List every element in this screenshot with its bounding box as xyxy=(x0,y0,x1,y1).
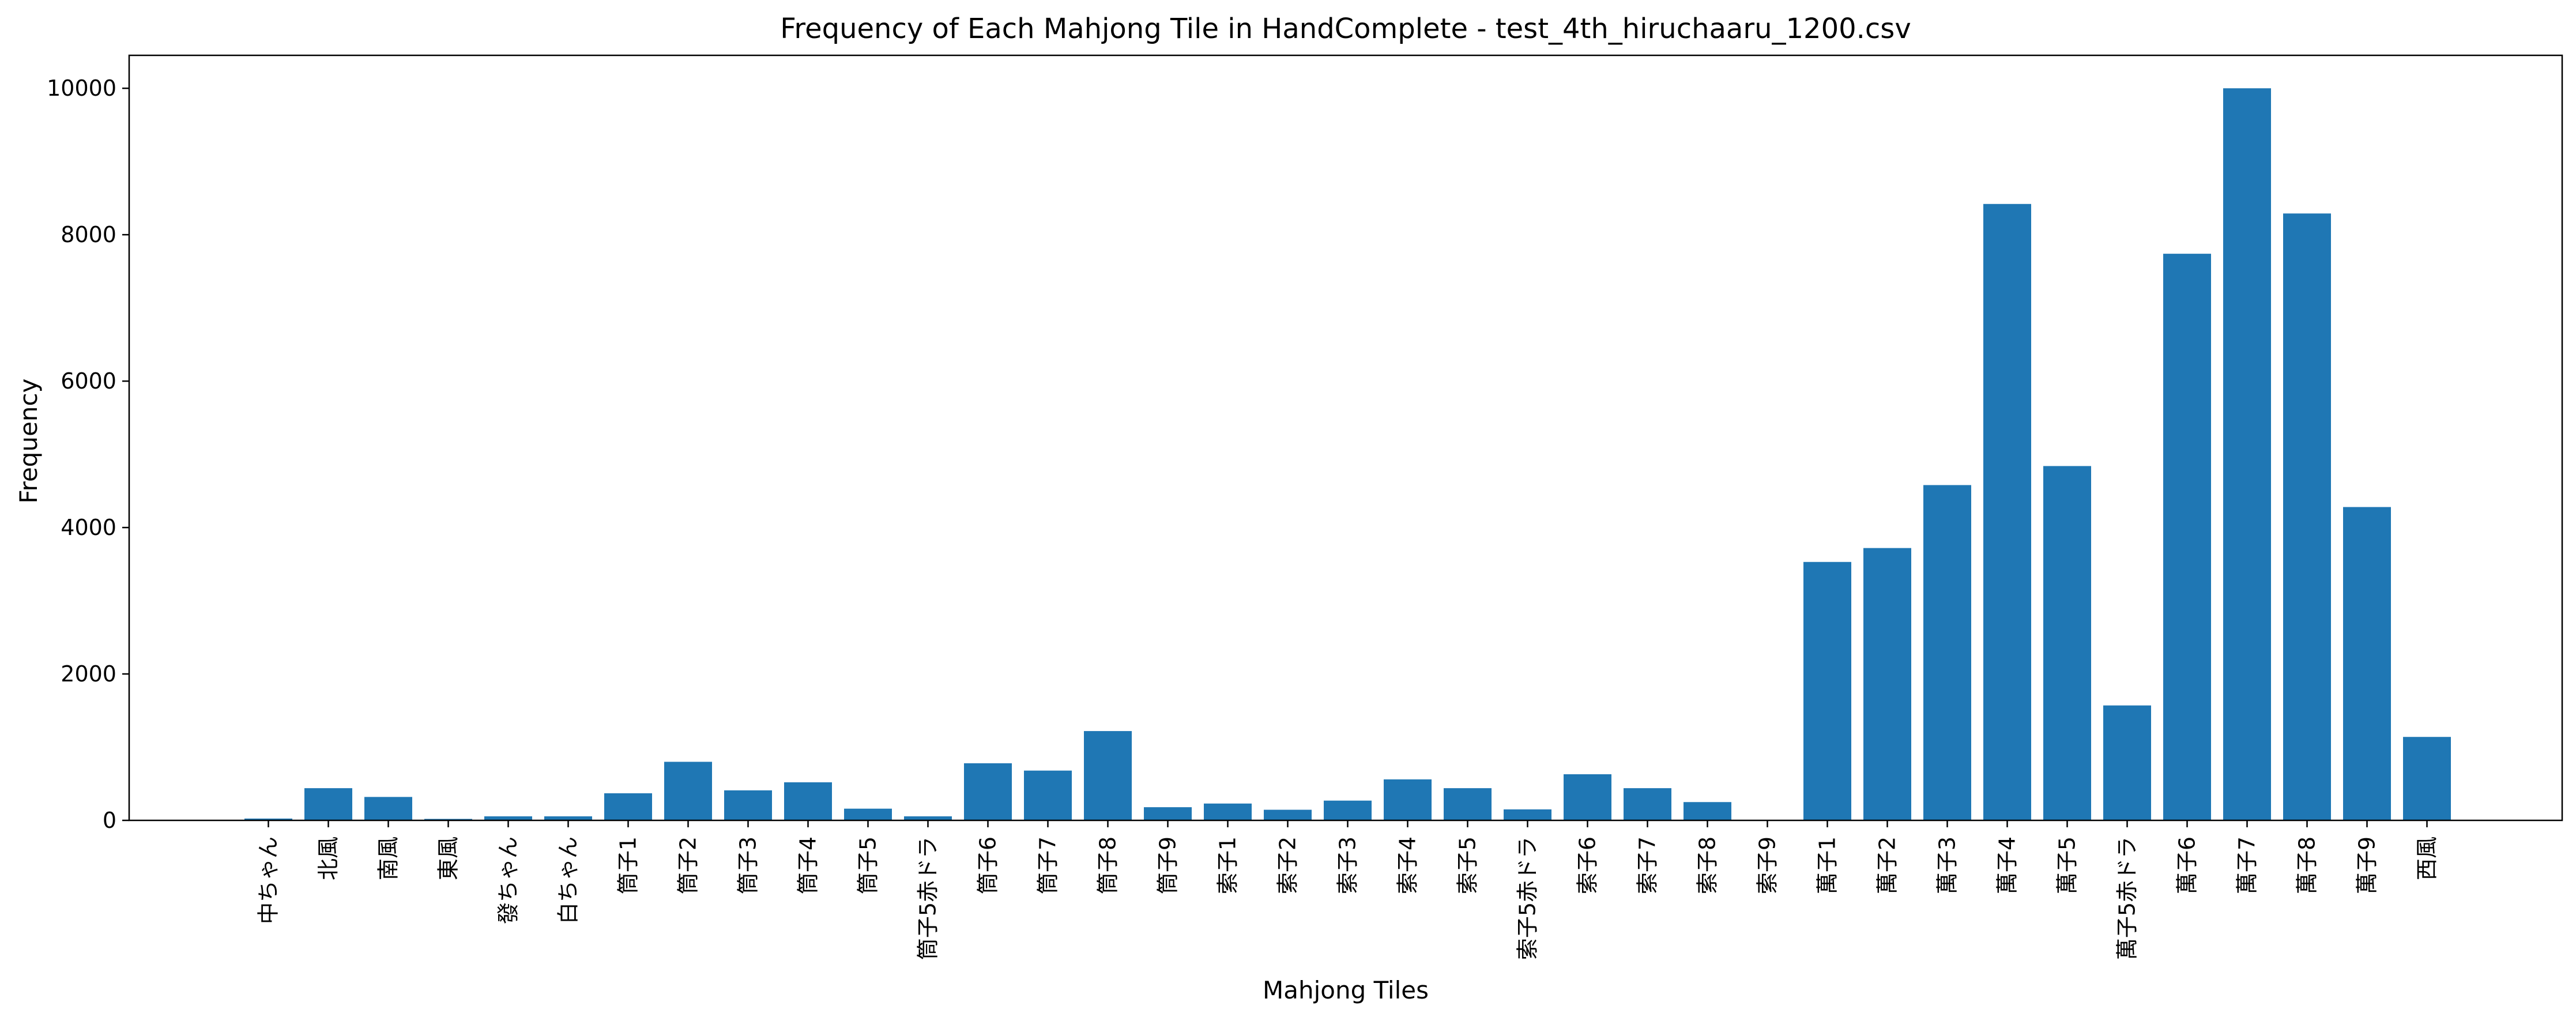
bar-35 xyxy=(2343,507,2391,820)
x-tick-label: 筒子5赤ドラ xyxy=(916,837,941,960)
ticks-layer: 中ちゃん 北風 南風 東風 發ちゃん 白ちゃん 筒子1 筒子2 筒子3 筒子4 筒子5 筒子5赤ドラ 筒… xyxy=(47,76,2439,960)
x-tick-label: 萬子9 xyxy=(2355,837,2380,894)
x-tick-label: 萬子3 xyxy=(1935,837,1960,894)
x-tick-label: 發ちゃん xyxy=(496,837,521,924)
x-tick-label: 筒子1 xyxy=(616,837,641,894)
x-tick-label: 萬子8 xyxy=(2295,837,2320,894)
bar-18 xyxy=(1324,800,1372,820)
x-tick-label: 筒子3 xyxy=(736,837,761,894)
bar-31 xyxy=(2103,705,2151,820)
x-tick-label: 萬子4 xyxy=(1995,837,2020,894)
x-tick-label: 索子5赤ドラ xyxy=(1515,837,1541,960)
bar-0 xyxy=(244,818,292,820)
bars-layer xyxy=(244,88,2451,820)
x-tick-label: 南風 xyxy=(376,837,401,880)
x-tick-label: 東風 xyxy=(436,837,461,880)
x-tick-label: 西風 xyxy=(2415,837,2440,880)
bar-8 xyxy=(724,790,772,820)
x-tick-label: 筒子6 xyxy=(976,837,1001,894)
bar-9 xyxy=(784,782,832,820)
bar-10 xyxy=(844,808,892,820)
y-tick-label: 0 xyxy=(103,808,116,833)
x-tick-label: 中ちゃん xyxy=(256,837,281,924)
x-tick-label: 萬子1 xyxy=(1815,837,1840,894)
y-axis-label: Frequency xyxy=(14,379,43,504)
chart-title: Frequency of Each Mahjong Tile in HandCo… xyxy=(780,13,1911,45)
y-tick-label: 8000 xyxy=(61,222,116,247)
y-tick-label: 10000 xyxy=(47,76,116,101)
x-tick-label: 索子1 xyxy=(1215,837,1241,894)
bar-22 xyxy=(1564,774,1611,820)
x-tick-label: 索子7 xyxy=(1635,837,1660,894)
bar-21 xyxy=(1504,809,1551,820)
x-tick-label: 索子8 xyxy=(1695,837,1720,894)
bar-5 xyxy=(544,816,592,820)
bar-33 xyxy=(2223,88,2271,820)
x-tick-label: 萬子6 xyxy=(2175,837,2200,894)
x-axis-label: Mahjong Tiles xyxy=(1263,976,1429,1004)
bar-28 xyxy=(1923,485,1971,820)
bar-34 xyxy=(2283,213,2331,820)
bar-32 xyxy=(2163,254,2211,820)
bar-7 xyxy=(664,762,712,820)
bar-14 xyxy=(1084,731,1132,820)
bar-1 xyxy=(304,788,352,820)
bar-19 xyxy=(1384,779,1432,820)
bar-12 xyxy=(964,763,1012,820)
x-tick-label: 索子4 xyxy=(1395,837,1421,894)
x-tick-label: 索子9 xyxy=(1755,837,1780,894)
bar-16 xyxy=(1204,803,1252,820)
x-tick-label: 萬子5 xyxy=(2055,837,2080,894)
y-tick-label: 4000 xyxy=(61,515,116,540)
x-tick-label: 筒子4 xyxy=(796,837,821,894)
x-tick-label: 索子6 xyxy=(1575,837,1600,894)
bar-4 xyxy=(484,816,532,820)
bar-20 xyxy=(1444,788,1492,820)
plot-frame xyxy=(128,54,2563,822)
bar-13 xyxy=(1024,770,1072,820)
bar-6 xyxy=(604,793,652,820)
bar-36 xyxy=(2403,737,2451,820)
x-tick-label: 北風 xyxy=(316,837,341,880)
x-tick-label: 筒子7 xyxy=(1035,837,1061,894)
x-tick-label: 萬子7 xyxy=(2235,837,2260,894)
bar-29 xyxy=(1983,204,2031,820)
x-tick-label: 白ちゃん xyxy=(556,837,581,924)
bar-15 xyxy=(1144,807,1192,820)
bar-2 xyxy=(364,797,412,820)
bar-17 xyxy=(1264,809,1312,820)
x-tick-label: 筒子2 xyxy=(676,837,701,894)
bar-26 xyxy=(1803,562,1851,820)
bar-23 xyxy=(1624,788,1671,820)
x-tick-label: 索子2 xyxy=(1275,837,1301,894)
x-tick-label: 萬子2 xyxy=(1875,837,1900,894)
bar-3 xyxy=(424,819,472,820)
x-tick-label: 筒子5 xyxy=(856,837,881,894)
x-tick-label: 萬子5赤ドラ xyxy=(2115,837,2140,960)
y-tick-label: 6000 xyxy=(61,368,116,394)
bar-30 xyxy=(2043,466,2091,820)
y-tick-label: 2000 xyxy=(61,661,116,687)
x-tick-label: 筒子8 xyxy=(1095,837,1121,894)
bar-11 xyxy=(904,816,952,820)
bar-24 xyxy=(1684,802,1731,820)
x-tick-label: 索子3 xyxy=(1335,837,1361,894)
x-tick-label: 筒子9 xyxy=(1155,837,1181,894)
bar-27 xyxy=(1863,548,1911,820)
x-tick-label: 索子5 xyxy=(1455,837,1481,894)
